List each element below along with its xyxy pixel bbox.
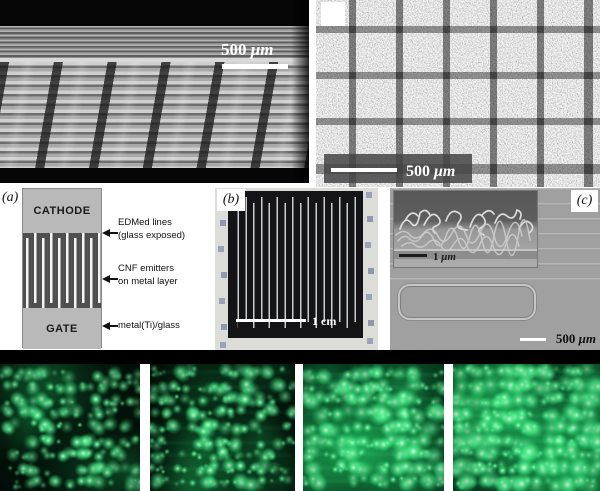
panel-label-c-box: (c) (571, 190, 598, 212)
cathode-label: CATHODE (33, 205, 91, 217)
emission-image-2 (150, 364, 295, 491)
panel-label-b: (b) (222, 192, 240, 207)
sem-grating-right-shadow (291, 0, 309, 183)
annotation-edmed-lines: EDMed lines (glass exposed) (118, 217, 186, 241)
scale-bar-label: 500 μm (555, 331, 596, 346)
gate-block: GATE (23, 308, 101, 349)
scale-bar (331, 168, 397, 172)
cnf-inset: 1 μm (393, 190, 538, 268)
scale-bar (236, 319, 306, 322)
device-schematic: CATHODE GATE (22, 188, 102, 349)
emission-image-4 (453, 364, 600, 491)
emission-image-1 (0, 364, 140, 491)
interdigitated-sample: 1 cm (228, 191, 363, 338)
sem-grating-texture (0, 62, 309, 168)
panel-label-c: (c) (576, 193, 593, 208)
annotation-metal-glass: metal(Ti)/glass (118, 320, 180, 331)
scale-bar-label: 500 μm (406, 163, 456, 180)
emission-image-3 (303, 364, 444, 491)
inset-scale-label: 1 μm (433, 251, 456, 263)
panel-label-a: (a) (2, 190, 19, 205)
sem-panel-c: 1 μm (c) 500 μm (390, 188, 600, 350)
emitter-comb-region (23, 233, 101, 308)
scale-bar (520, 338, 546, 341)
serpentine-line-outline (398, 284, 536, 320)
schematic-panel-a: (a) CATHODE GATE EDMed lines (glass expo… (0, 187, 215, 350)
photo-panel-b: 1 cm (b) (215, 188, 378, 350)
comb-mask-bottom (23, 303, 101, 308)
corner-white-square (321, 2, 345, 26)
cathode-block: CATHODE (23, 189, 101, 233)
interdigitated-lines (232, 197, 359, 328)
scale-bar-label: 500 μm (221, 40, 274, 59)
line-mask-top (232, 197, 359, 203)
mat-texture-right (366, 192, 372, 198)
comb-mask-top (23, 233, 101, 238)
sem-squares-panel: 500 μm (316, 0, 600, 187)
line-mask-bottom (232, 322, 359, 328)
scale-bar (222, 64, 288, 69)
separator-bar (0, 350, 600, 364)
gate-label: GATE (46, 322, 78, 335)
sem-grating-top-edge (0, 58, 309, 62)
annotation-cnf-emitters: CNF emitters on metal layer (118, 263, 178, 287)
sem-grating-panel: 500 μm (0, 0, 309, 183)
panel-label-b-box: (b) (217, 189, 245, 211)
scale-bar-label: 1 cm (312, 314, 337, 328)
sem-grating-edge-texture (0, 26, 309, 60)
inset-scale-bar (399, 254, 427, 257)
